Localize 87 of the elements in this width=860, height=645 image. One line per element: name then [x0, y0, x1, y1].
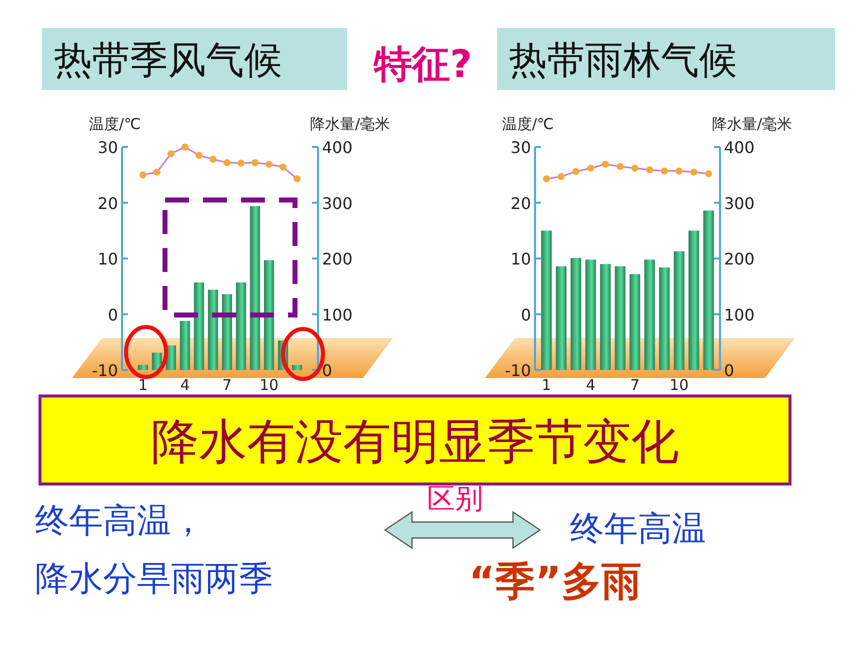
y-axis-title: 温度/℃ [89, 115, 141, 133]
point [195, 152, 202, 159]
y2-tick-label: 200 [724, 250, 755, 268]
bar [630, 274, 640, 370]
bar [208, 290, 218, 370]
text: 特征? [372, 42, 472, 86]
point [209, 156, 216, 163]
point [572, 168, 580, 176]
y2-tick-label: 0 [724, 361, 734, 380]
y2-tick-label: 200 [322, 250, 353, 268]
point [167, 150, 174, 158]
y2-tick-label: 400 [724, 138, 755, 157]
point [252, 159, 259, 166]
point [139, 171, 146, 178]
y2-tick-label: 300 [322, 194, 353, 213]
bar [600, 264, 611, 370]
y-tick-label: 0 [520, 305, 531, 324]
chart-title: 热带季风气候 [54, 38, 282, 82]
y-tick-label: -10 [92, 361, 118, 380]
y-tick-label: 20 [98, 194, 118, 213]
y-tick-label: -10 [504, 361, 531, 380]
text: 终年高温 [570, 509, 706, 549]
chart-title: 热带雨林气候 [509, 38, 737, 82]
bar [194, 282, 204, 370]
point [294, 175, 301, 182]
point [587, 164, 594, 172]
bar [703, 210, 714, 370]
y2-tick-label: 100 [724, 305, 755, 324]
point [238, 160, 245, 167]
bar [222, 294, 232, 370]
point [280, 164, 287, 171]
text: 区别 [427, 482, 483, 515]
y-tick-label: 20 [510, 194, 531, 213]
y2-axis-title: 降水量/毫米 [712, 115, 792, 133]
bar [659, 267, 670, 370]
point [676, 167, 683, 174]
bar [138, 364, 148, 370]
bar [180, 320, 190, 370]
y2-tick-label: 100 [322, 305, 353, 324]
bar [614, 266, 626, 370]
x-tick-label: 10 [259, 376, 279, 394]
y2-axis-title: 降水量/毫米 [310, 115, 390, 133]
x-tick-label: 7 [222, 376, 232, 394]
point [266, 160, 273, 168]
bar [585, 260, 596, 370]
bar [152, 352, 162, 370]
point [224, 159, 231, 166]
text: 降水分旱雨两季 [35, 559, 273, 599]
bar [556, 266, 566, 370]
x-tick-label: 1 [138, 376, 148, 394]
x-tick-label: 10 [670, 376, 689, 394]
bar [541, 230, 552, 370]
bar [292, 364, 302, 370]
bar [674, 251, 684, 370]
y2-tick-label: 0 [322, 361, 332, 380]
x-tick-label: 4 [180, 376, 190, 394]
y2-tick-label: 300 [724, 194, 755, 213]
x-tick-label: 4 [586, 376, 596, 394]
y-tick-label: 10 [98, 250, 118, 268]
y-tick-label: 0 [108, 305, 118, 324]
bar [250, 206, 260, 370]
point [153, 168, 160, 176]
y-tick-label: 30 [510, 138, 531, 157]
y-axis-title: 温度/℃ [502, 115, 554, 133]
text: “季”多雨 [468, 559, 642, 605]
bar [570, 258, 582, 370]
point [542, 175, 550, 182]
point [631, 164, 638, 172]
point [646, 166, 654, 174]
y2-tick-label: 400 [322, 138, 353, 157]
point [705, 170, 712, 178]
text: 终年高温， [35, 501, 205, 541]
bar [264, 260, 274, 370]
text: 降水有没有明显季节变化 [151, 414, 679, 470]
y-tick-label: 30 [98, 138, 118, 157]
x-tick-label: 7 [630, 376, 640, 394]
point [690, 168, 698, 176]
bar [688, 230, 700, 370]
bar [644, 260, 655, 370]
x-tick-label: 1 [542, 376, 552, 394]
y-tick-label: 10 [510, 250, 531, 268]
bar [236, 282, 246, 370]
point [660, 167, 668, 174]
point [602, 160, 609, 168]
point [616, 163, 624, 170]
point [181, 144, 188, 150]
point [558, 173, 565, 180]
